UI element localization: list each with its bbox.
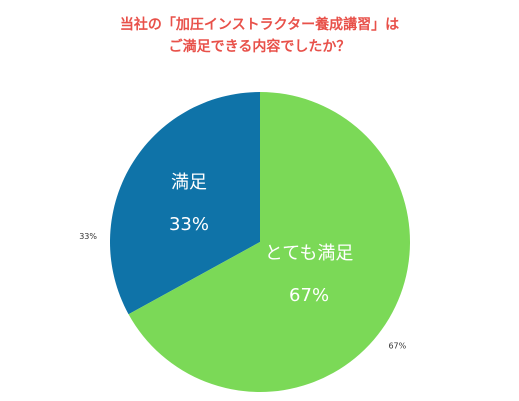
chart-title-line-2: ご満足できる内容でしたか？: [168, 39, 351, 55]
slice-value-satisfied: 33%: [169, 214, 209, 235]
pie-slice-satisfied: [109, 91, 260, 315]
slice-label-very-satisfied: とても満足: [265, 243, 354, 264]
outer-label-very-satisfied: 67%: [388, 342, 406, 351]
outer-label-satisfied: 33%: [79, 232, 97, 241]
pie-slice-very-satisfied: [128, 92, 411, 392]
chart-title-line-1: 当社の「加圧インストラクター養成講習」は: [119, 17, 400, 33]
slice-value-very-satisfied: 67%: [289, 285, 329, 306]
slice-label-satisfied: 満足: [171, 172, 207, 193]
chart-title: 当社の「加圧インストラクター養成講習」は ご満足できる内容でしたか？: [0, 14, 519, 58]
